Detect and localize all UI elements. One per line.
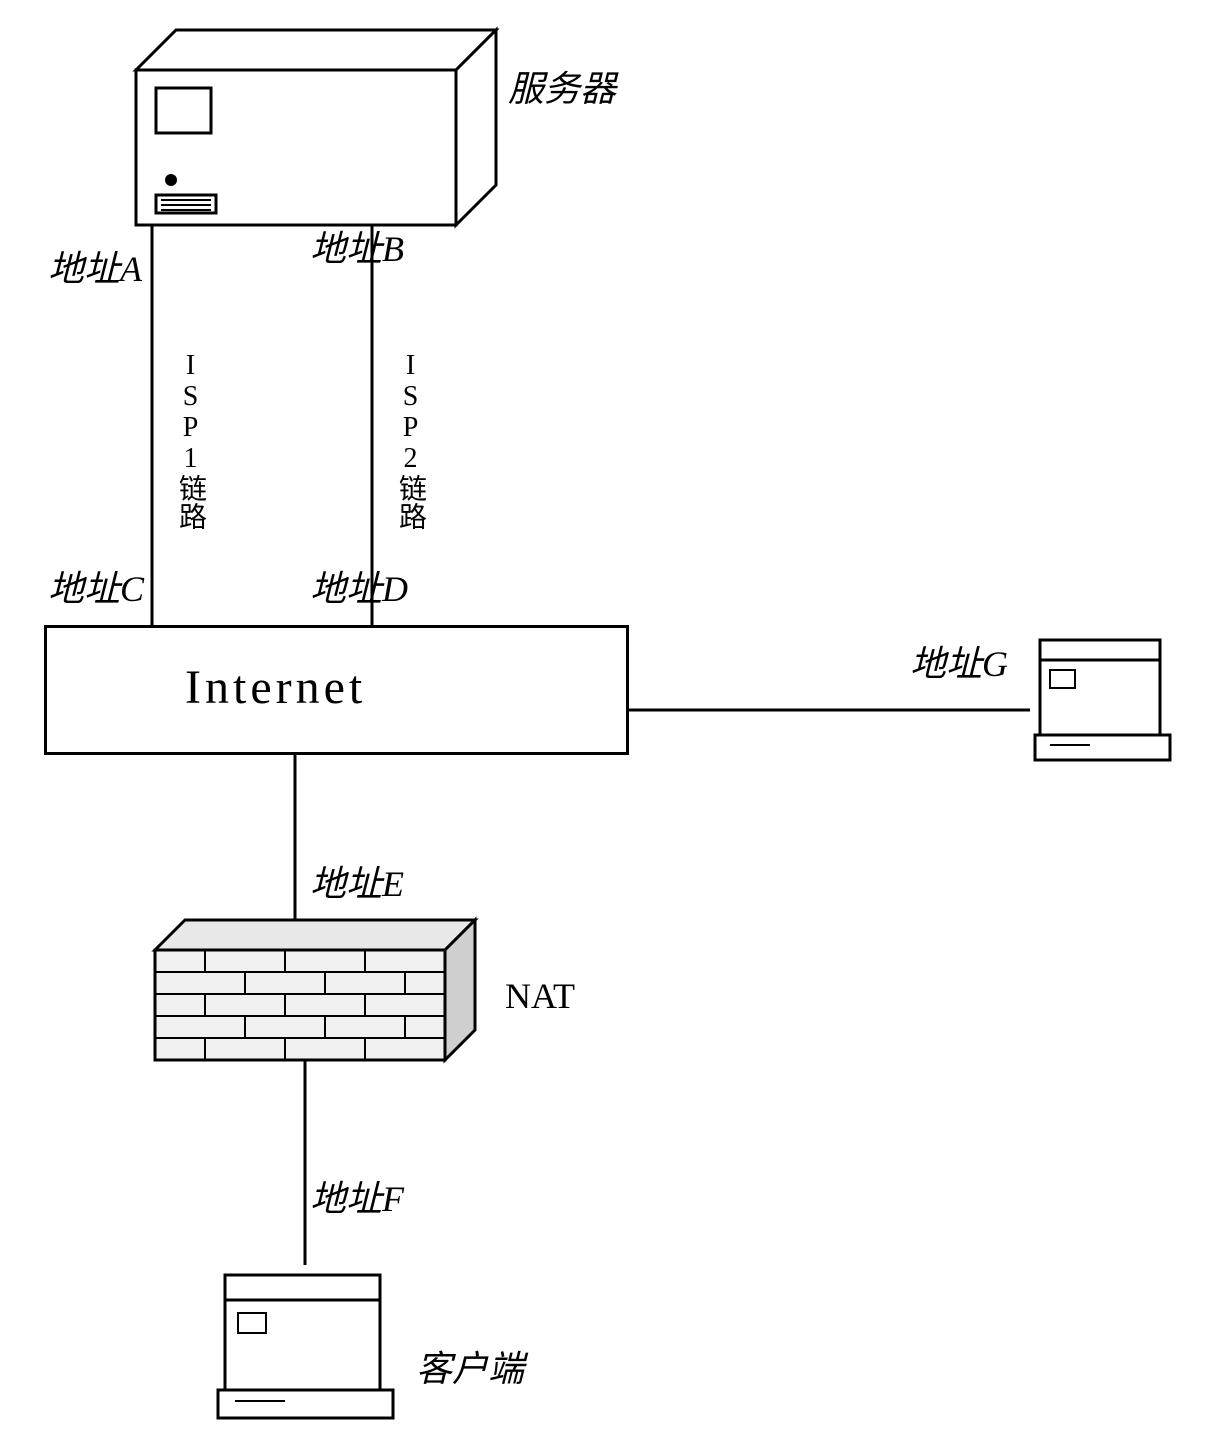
server-icon [96,30,496,230]
addr-c-label: 地址C [48,560,144,612]
client-label: 客户端 [416,1340,524,1392]
link-nat-client [303,1060,307,1265]
isp2-label: ISP2链路 [390,350,430,530]
link-peer [629,708,1030,712]
addr-d-label: 地址D [310,560,408,612]
addr-e-label: 地址E [310,855,404,907]
internet-label: Internet [185,660,366,715]
isp1-label: ISP1链路 [170,350,210,530]
client-icon [210,1265,410,1425]
link-internet-nat [293,755,297,935]
addr-g-label: 地址G [910,635,1008,687]
addr-a-label: 地址A [48,240,142,292]
nat-icon [135,920,495,1070]
server-label: 服务器 [508,60,616,112]
addr-b-label: 地址B [310,220,404,272]
peer-icon [1030,630,1180,770]
link-isp1 [150,225,154,625]
nat-label: NAT [505,975,575,1017]
addr-f-label: 地址F [310,1170,404,1222]
diagram-canvas: 服务器 地址A 地址B ISP1链路 ISP2链路 地址C 地址D Intern… [0,0,1214,1452]
